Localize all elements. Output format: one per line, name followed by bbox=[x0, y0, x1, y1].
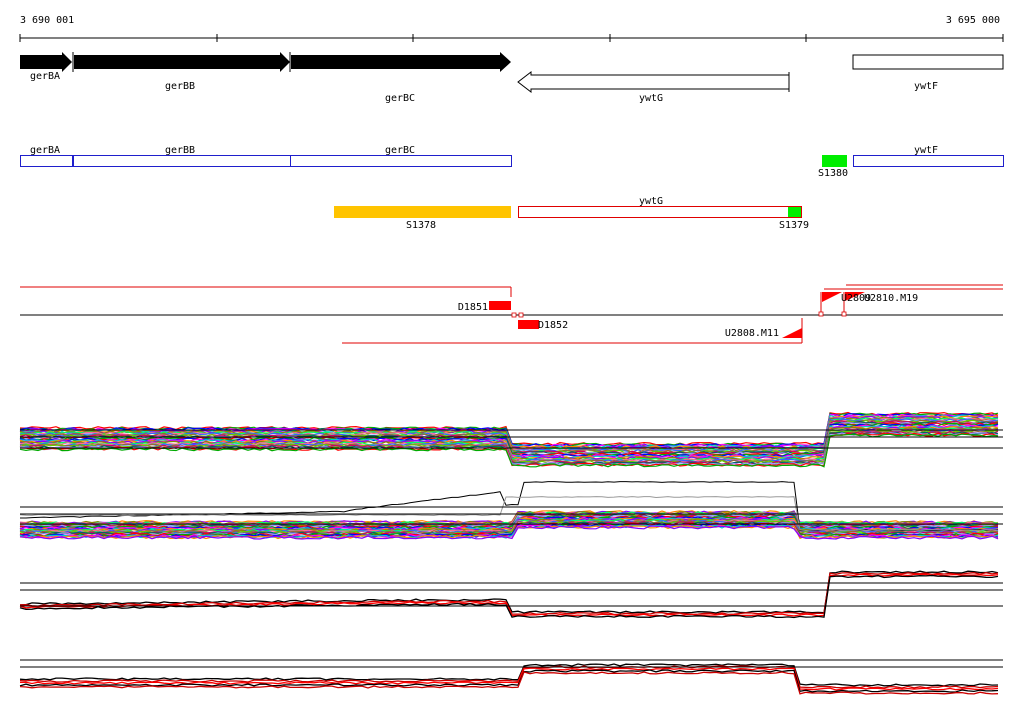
expression-panel-1 bbox=[19, 411, 1003, 468]
ruler-end-label: 3 695 000 bbox=[946, 15, 1000, 26]
segment-S1380[interactable] bbox=[822, 155, 847, 167]
feature-D1851[interactable] bbox=[489, 301, 511, 310]
ruler-start-label: 3 690 001 bbox=[20, 15, 74, 26]
segment-label-S1379: S1379 bbox=[779, 220, 809, 231]
feature-label-D1852: D1852 bbox=[538, 320, 568, 331]
transcript-track: D1851 D1852 U2808.M11 U2809 U2810.M19 bbox=[20, 284, 1003, 344]
cds-box-gerBA[interactable] bbox=[20, 155, 73, 167]
expression-series bbox=[19, 665, 999, 689]
expression-series bbox=[19, 519, 999, 534]
gene-box-ywtF[interactable] bbox=[852, 54, 1004, 70]
segment-label-S1380: S1380 bbox=[818, 168, 848, 179]
coordinate-ruler: 3 690 001 3 695 000 bbox=[19, 15, 1004, 42]
cds-box-gerBC[interactable] bbox=[290, 155, 512, 167]
expression-panel-3 bbox=[19, 570, 1003, 619]
expression-series bbox=[19, 669, 999, 693]
expression-series bbox=[19, 667, 999, 691]
expression-series bbox=[19, 663, 999, 687]
cds-label-ywtF: ywtF bbox=[914, 145, 938, 156]
feature-U2808.M11[interactable] bbox=[782, 328, 802, 338]
expression-series bbox=[19, 671, 999, 695]
gene-track: gerBA gerBB gerBC ywtG ywtF bbox=[20, 52, 1004, 104]
gene-arrow-gerBB[interactable] bbox=[74, 52, 290, 72]
feature-U2809[interactable] bbox=[822, 292, 842, 302]
cds-label-gerBB: gerBB bbox=[165, 145, 195, 156]
gene-arrow-ywtG[interactable] bbox=[517, 70, 790, 94]
expression-series bbox=[19, 496, 999, 532]
expression-series bbox=[19, 525, 999, 540]
gene-label-gerBB: gerBB bbox=[165, 81, 195, 92]
gene-label-ywtG: ywtG bbox=[639, 93, 663, 104]
gene-arrow-gerBA[interactable] bbox=[20, 52, 72, 72]
expression-panel-2 bbox=[19, 480, 1003, 540]
cds-box-gerBB[interactable] bbox=[73, 155, 291, 167]
feature-label-D1851: D1851 bbox=[458, 302, 488, 313]
feature-U2810.M19[interactable] bbox=[845, 292, 865, 301]
expression-series bbox=[19, 574, 999, 619]
segment-label-S1378: S1378 bbox=[406, 220, 436, 231]
segment-S1379[interactable] bbox=[788, 207, 801, 217]
gene-arrow-gerBC[interactable] bbox=[291, 52, 511, 72]
segment-S1378[interactable] bbox=[334, 206, 511, 218]
cds-box-ywtG[interactable] bbox=[518, 206, 802, 218]
cds-label-gerBA: gerBA bbox=[30, 145, 60, 156]
feature-D1852[interactable] bbox=[518, 320, 539, 329]
expression-panel-4 bbox=[19, 659, 1003, 695]
expression-series bbox=[19, 509, 999, 525]
gene-label-gerBA: gerBA bbox=[30, 71, 60, 82]
cds-label-gerBC: gerBC bbox=[385, 145, 415, 156]
feature-label-U2810.M19: U2810.M19 bbox=[864, 293, 918, 304]
feature-label-U2809: U2809 bbox=[841, 293, 871, 304]
cds-label-ywtG: ywtG bbox=[639, 196, 663, 207]
cds-track: gerBA gerBB gerBC ywtF S1380 S1378 ywtG … bbox=[20, 145, 1004, 231]
feature-label-U2808.M11: U2808.M11 bbox=[725, 328, 779, 339]
gene-label-gerBC: gerBC bbox=[385, 93, 415, 104]
gene-label-ywtF: ywtF bbox=[914, 81, 938, 92]
cds-box-ywtF[interactable] bbox=[853, 155, 1004, 167]
